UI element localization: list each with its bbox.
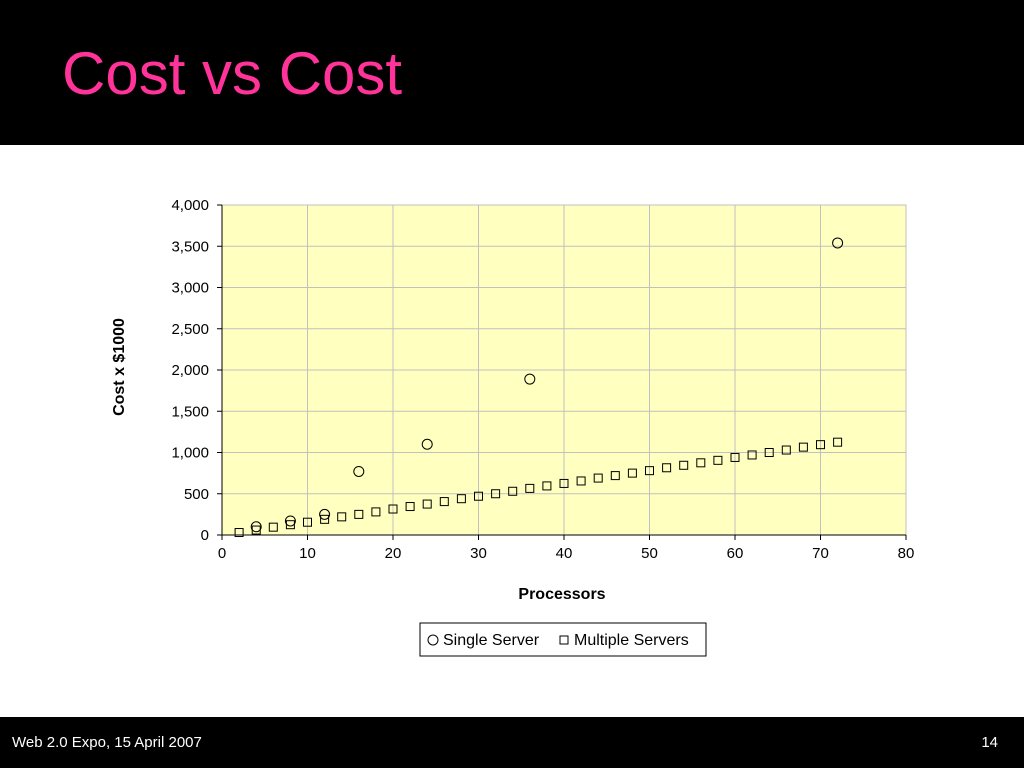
legend: Single Server Multiple Servers <box>419 622 707 657</box>
multiple-servers-point <box>627 468 637 478</box>
multiple-servers-point <box>679 460 689 470</box>
y-tick-label: 0 <box>201 527 209 544</box>
footer-band: Web 2.0 Expo, 15 April 2007 14 <box>0 717 1024 768</box>
slide-title: Cost vs Cost <box>62 40 403 107</box>
multiple-servers-point <box>508 486 518 496</box>
y-tick-label: 4,000 <box>171 197 209 214</box>
single-server-point <box>250 521 262 533</box>
multiple-servers-point <box>337 512 347 522</box>
multiple-servers-point <box>833 437 843 447</box>
axes: 0 10 20 30 40 50 60 70 80 0 500 1,000 1,500 2,000 2,50… <box>111 197 914 603</box>
multiple-servers-point <box>456 494 466 504</box>
multiple-servers-point <box>593 473 603 483</box>
multiple-servers-point <box>781 445 791 455</box>
single-server-point <box>353 465 365 477</box>
legend-label-multiple-servers: Multiple Servers <box>574 632 689 649</box>
x-axis-title: Processors <box>518 586 605 603</box>
x-tick-label: 30 <box>470 545 487 562</box>
single-server-point <box>832 237 844 249</box>
multiple-servers-point <box>371 507 381 517</box>
multiple-servers-point <box>764 448 774 457</box>
multiple-servers-point <box>268 522 278 532</box>
x-tick-label: 0 <box>218 545 226 562</box>
scatter-chart: 0 10 20 30 40 50 60 70 80 0 500 1,000 1,500 2,000 2,50… <box>111 197 914 657</box>
y-tick-label: 3,500 <box>171 238 209 255</box>
y-tick-label: 3,000 <box>171 280 209 297</box>
multiple-servers-point <box>730 452 740 462</box>
single-server-point <box>524 373 536 385</box>
x-tick-label: 70 <box>812 545 829 562</box>
multiple-servers-point <box>542 481 552 491</box>
multiple-servers-point <box>405 502 415 512</box>
plot-area <box>221 204 907 536</box>
multiple-servers-point <box>422 499 432 509</box>
y-tick-label: 1,000 <box>171 445 209 462</box>
multiple-servers-point <box>696 458 706 468</box>
multiple-servers-point <box>645 466 654 476</box>
x-tick-label: 80 <box>898 545 915 562</box>
multiple-servers-point <box>303 517 312 527</box>
single-server-point <box>284 515 296 527</box>
x-tick-label: 50 <box>641 545 658 562</box>
multiple-servers-point <box>354 509 364 519</box>
multiple-servers-point <box>474 491 483 501</box>
multiple-servers-point <box>285 520 295 530</box>
y-tick-label: 2,500 <box>171 321 209 338</box>
single-server-point <box>319 508 331 520</box>
slide-number: 14 <box>981 734 998 751</box>
multiple-servers-point <box>388 504 398 514</box>
multiple-servers-point <box>747 450 757 460</box>
x-tick-label: 20 <box>385 545 402 562</box>
multiple-servers-point <box>576 476 586 486</box>
x-tick-label: 60 <box>727 545 744 562</box>
multiple-servers-point <box>439 497 449 507</box>
multiple-servers-point <box>798 442 808 452</box>
y-tick-label: 1,500 <box>171 403 209 420</box>
multiple-servers-point <box>610 471 620 481</box>
y-tick-label: 2,000 <box>171 362 209 379</box>
multiple-servers-point <box>251 525 261 535</box>
footer-event-date: Web 2.0 Expo, 15 April 2007 <box>12 734 202 751</box>
x-tick-label: 40 <box>556 545 573 562</box>
multiple-servers-point <box>525 483 535 493</box>
data-points <box>234 237 844 538</box>
multiple-servers-point <box>491 489 501 499</box>
y-axis-title: Cost x $1000 <box>111 318 128 416</box>
multiple-servers-point <box>234 528 244 538</box>
multiple-servers-point <box>713 455 723 465</box>
legend-label-single-server: Single Server <box>443 632 540 649</box>
multiple-servers-point <box>559 478 569 488</box>
y-tick-label: 500 <box>184 486 209 503</box>
legend-marker-single-server <box>427 634 439 646</box>
multiple-servers-point <box>816 440 825 450</box>
multiple-servers-point <box>320 514 330 524</box>
legend-box <box>419 622 707 657</box>
multiple-servers-point <box>662 463 672 473</box>
x-tick-label: 10 <box>299 545 316 562</box>
title-band: Cost vs Cost <box>0 0 1024 145</box>
single-server-point <box>421 438 433 450</box>
legend-marker-multiple-servers <box>559 635 569 645</box>
